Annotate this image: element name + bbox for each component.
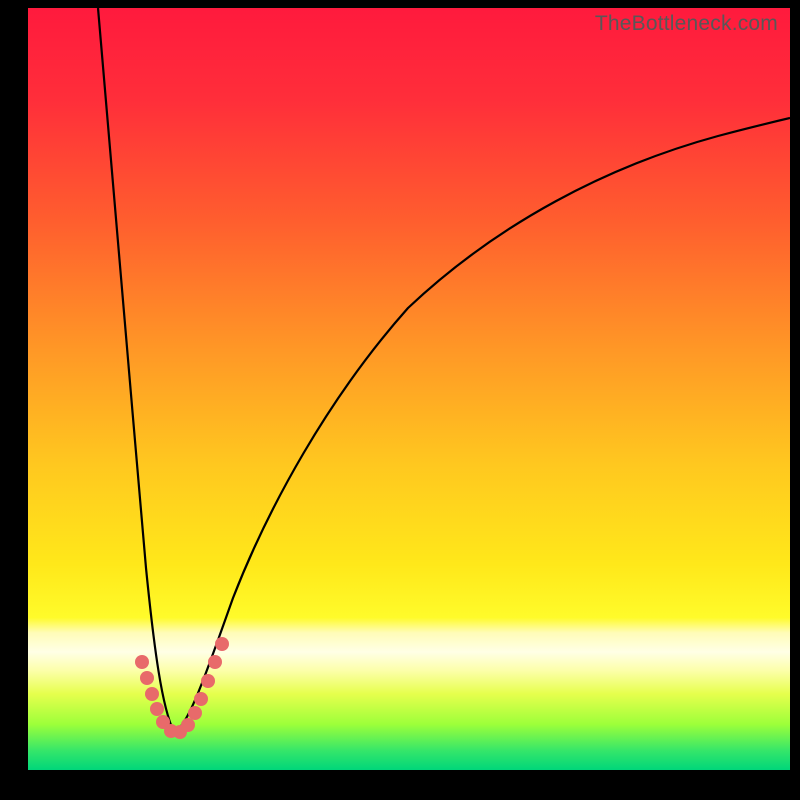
- marker-point: [181, 718, 195, 732]
- marker-point: [140, 671, 154, 685]
- marker-point: [188, 706, 202, 720]
- marker-group: [135, 637, 229, 739]
- marker-point: [201, 674, 215, 688]
- marker-point: [135, 655, 149, 669]
- marker-point: [145, 687, 159, 701]
- marker-point: [194, 692, 208, 706]
- marker-point: [150, 702, 164, 716]
- marker-point: [215, 637, 229, 651]
- curve-right: [174, 118, 790, 732]
- curve-left: [98, 8, 174, 732]
- marker-point: [208, 655, 222, 669]
- bottleneck-curve: [28, 8, 790, 770]
- plot-area: TheBottleneck.com: [28, 8, 790, 770]
- chart-frame: TheBottleneck.com: [0, 0, 800, 800]
